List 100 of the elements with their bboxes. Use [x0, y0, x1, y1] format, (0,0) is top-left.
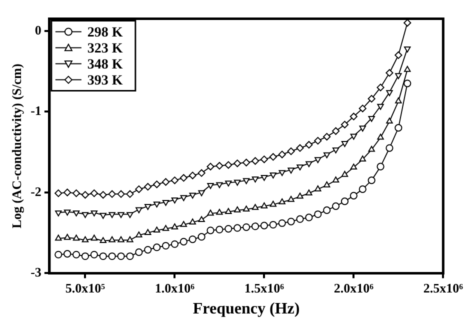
point	[260, 202, 268, 208]
point	[135, 185, 143, 194]
point	[180, 220, 188, 227]
point	[108, 190, 116, 198]
point	[234, 160, 242, 168]
point	[332, 147, 340, 154]
point	[90, 189, 98, 198]
point	[206, 226, 214, 234]
point	[171, 198, 178, 204]
point	[126, 236, 134, 242]
legend-label: 348 K	[87, 57, 123, 72]
point	[270, 200, 277, 207]
x-tick-label: 2.5x10⁶	[423, 280, 464, 296]
point	[350, 134, 358, 140]
point	[404, 66, 411, 72]
point	[386, 144, 394, 152]
point	[224, 224, 232, 233]
y-axis-title: Log (AC-conductivity) (S/cm)	[9, 64, 24, 228]
point	[359, 156, 366, 162]
point	[55, 234, 62, 241]
point	[386, 90, 393, 96]
point	[252, 204, 259, 210]
y-tick-label: -2	[30, 184, 42, 199]
point	[234, 224, 242, 232]
point	[72, 250, 80, 258]
point	[314, 210, 322, 218]
point	[260, 156, 268, 164]
point	[198, 169, 206, 177]
point	[359, 126, 366, 132]
point	[82, 212, 89, 218]
point	[136, 231, 142, 238]
point	[305, 214, 313, 222]
point	[260, 174, 268, 181]
point	[90, 234, 98, 241]
point	[278, 198, 286, 204]
point	[216, 226, 224, 234]
point	[306, 189, 312, 196]
point	[216, 162, 224, 170]
point	[269, 220, 277, 229]
point	[72, 210, 80, 216]
point	[242, 223, 250, 231]
point	[108, 212, 116, 218]
point	[377, 104, 384, 110]
y-tick-label: -1	[30, 103, 42, 118]
point	[270, 172, 277, 178]
y-tick-label: -3	[30, 264, 42, 280]
point	[394, 51, 402, 59]
point	[126, 252, 134, 260]
point	[144, 229, 152, 235]
x-tick-label: 1.0x10⁶	[154, 280, 195, 296]
legend-label: 323 K	[87, 41, 123, 56]
point	[296, 192, 304, 199]
point	[198, 233, 206, 241]
point	[153, 226, 160, 233]
point	[395, 73, 402, 80]
point	[90, 210, 98, 216]
point	[82, 236, 89, 242]
point	[287, 218, 295, 226]
point	[314, 185, 322, 192]
point	[170, 240, 179, 248]
point	[117, 252, 125, 260]
point	[117, 190, 125, 198]
point	[188, 235, 196, 244]
point	[386, 69, 394, 77]
point	[323, 206, 331, 214]
point	[216, 208, 223, 215]
point	[171, 223, 178, 230]
y-tick-label: 0	[34, 22, 42, 38]
point	[207, 183, 214, 189]
point	[118, 236, 124, 242]
point	[162, 224, 170, 231]
point	[108, 252, 116, 260]
point	[198, 216, 205, 222]
point	[170, 176, 179, 184]
point	[288, 196, 294, 202]
point	[180, 174, 188, 182]
point	[153, 202, 160, 208]
point	[341, 141, 348, 147]
point	[314, 136, 322, 145]
point	[188, 172, 196, 180]
point	[234, 206, 241, 212]
point	[323, 181, 330, 188]
point	[341, 170, 348, 177]
point	[340, 198, 349, 206]
point	[251, 222, 260, 230]
point	[54, 189, 62, 198]
point	[358, 185, 366, 194]
legend-label: 393 K	[87, 73, 123, 88]
point	[64, 210, 71, 216]
point	[368, 116, 375, 122]
point	[288, 168, 294, 174]
point	[287, 147, 295, 156]
point	[278, 219, 286, 227]
point	[72, 189, 80, 198]
point	[153, 244, 161, 252]
point	[126, 212, 134, 218]
point	[242, 206, 250, 212]
point	[368, 146, 375, 152]
point	[368, 176, 376, 184]
point	[100, 212, 106, 219]
